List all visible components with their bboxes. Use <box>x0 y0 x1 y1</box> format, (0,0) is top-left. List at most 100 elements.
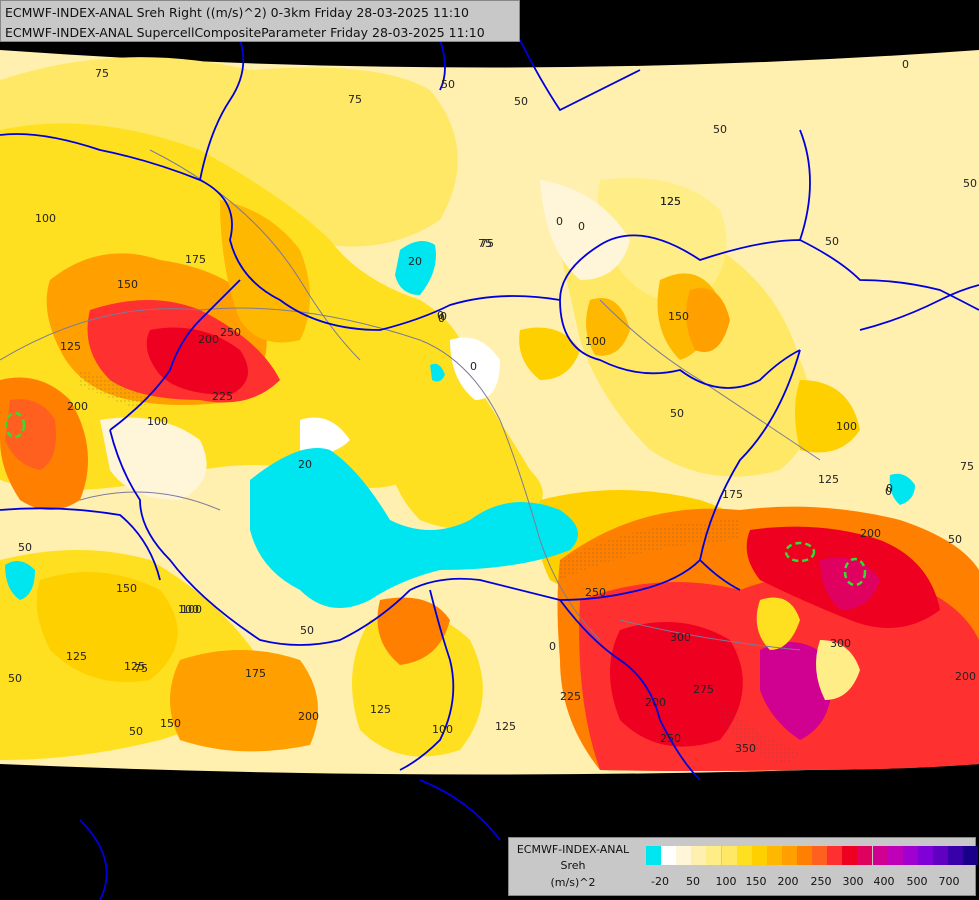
contour-label: 50 <box>948 533 962 546</box>
contour-label: 150 <box>116 582 137 595</box>
contour-label: 175 <box>722 488 743 501</box>
legend-swatch <box>736 846 752 865</box>
sreh-fields <box>0 57 979 771</box>
contour-label: 225 <box>212 390 233 403</box>
contour-label: 100 <box>432 723 453 736</box>
contour-label: 50 <box>129 725 143 738</box>
contour-label: 75 <box>348 93 362 106</box>
contour-label: 0 <box>549 640 556 653</box>
header-subtitle: ECMWF-INDEX-ANAL SupercellCompositeParam… <box>5 25 485 40</box>
contour-label: 250 <box>660 732 681 745</box>
legend-swatch <box>751 846 767 865</box>
legend-swatch <box>827 846 843 865</box>
legend-swatch <box>857 846 873 865</box>
contour-label: 150 <box>117 278 138 291</box>
contour-label: 75 <box>960 460 974 473</box>
contour-label: 125 <box>660 195 681 208</box>
legend-swatch <box>661 846 677 865</box>
contour-label: 100 <box>836 420 857 433</box>
contour-label: 75 <box>95 67 109 80</box>
contour-label: 20 <box>408 255 422 268</box>
contour-label: 75 <box>134 662 148 675</box>
legend-swatch <box>932 846 948 865</box>
contour-label: 50 <box>670 407 684 420</box>
contour-label: 50 <box>300 624 314 637</box>
contour-label: 125 <box>370 703 391 716</box>
contour-label: 0 <box>886 482 893 495</box>
contour-label: 150 <box>668 310 689 323</box>
contour-label: 125 <box>818 473 839 486</box>
legend-swatch <box>691 846 707 865</box>
contour-label: 50 <box>18 541 32 554</box>
contour-label: 175 <box>185 253 206 266</box>
contour-label: 125 <box>66 650 87 663</box>
contour-label: 200 <box>860 527 881 540</box>
contour-label: 100 <box>147 415 168 428</box>
legend-swatch <box>646 846 661 865</box>
contour-label: 0 <box>556 215 563 228</box>
contour-label: 50 <box>514 95 528 108</box>
legend-swatch <box>902 846 918 865</box>
legend-tick-label: 100 <box>715 875 737 888</box>
contour-label: 75 <box>478 237 492 250</box>
contour-label: 200 <box>298 710 319 723</box>
contour-label: 125 <box>495 720 516 733</box>
contour-label: 200 <box>645 696 666 709</box>
contour-label: 225 <box>560 690 581 703</box>
header-panel: ECMWF-INDEX-ANAL Sreh Right ((m/s)^2) 0-… <box>0 0 520 42</box>
legend-tick-label: 700 <box>938 875 960 888</box>
contour-label: 0 <box>440 310 447 323</box>
legend-swatch <box>781 846 797 865</box>
country-borders <box>0 39 979 900</box>
scp-contours <box>4 411 867 587</box>
contour-label: 75 <box>480 237 494 250</box>
contour-label: 150 <box>160 717 181 730</box>
legend-tick-label: 150 <box>745 875 767 888</box>
legend-tick-label: 300 <box>842 875 864 888</box>
contour-stipple <box>80 370 800 765</box>
contour-label: 50 <box>8 672 22 685</box>
legend-tick-label: 50 <box>686 875 700 888</box>
contour-label: 300 <box>830 637 851 650</box>
legend-swatch <box>797 846 812 865</box>
legend-title: ECMWF-INDEX-ANAL <box>516 843 630 856</box>
legend-swatch <box>721 846 737 865</box>
contour-label: 250 <box>585 586 606 599</box>
legend-tick-label: 200 <box>777 875 799 888</box>
contour-label: 250 <box>220 326 241 339</box>
header-title: ECMWF-INDEX-ANAL Sreh Right ((m/s)^2) 0-… <box>5 5 469 20</box>
legend-swatch <box>948 846 963 865</box>
legend-tick-label: 500 <box>906 875 928 888</box>
legend-swatch <box>812 846 828 865</box>
contour-label: 200 <box>955 670 976 683</box>
contour-label: 50 <box>441 78 455 91</box>
contour-label: 100 <box>35 212 56 225</box>
contour-label: 175 <box>245 667 266 680</box>
legend-swatch <box>872 846 888 865</box>
contour-label: 50 <box>825 235 839 248</box>
legend-swatch <box>887 846 903 865</box>
legend-swatch <box>917 846 933 865</box>
contour-label: 125 <box>660 195 681 208</box>
legend-swatch <box>676 846 692 865</box>
contour-label: 200 <box>198 333 219 346</box>
color-legend: ECMWF-INDEX-ANAL Sreh (m/s)^2 -20 50 100 15… <box>508 837 979 896</box>
legend-unit: (m/s)^2 <box>550 876 596 889</box>
contour-label: 0 <box>885 485 892 498</box>
contour-label: 0 <box>438 312 445 325</box>
legend-tick-label: -20 <box>651 875 669 888</box>
contour-label: 125 <box>60 340 81 353</box>
legend-swatch <box>963 846 979 865</box>
contour-label: 50 <box>713 123 727 136</box>
contour-label: 100 <box>181 603 202 616</box>
legend-swatch <box>706 846 722 865</box>
contour-label: 275 <box>693 683 714 696</box>
contour-label: 350 <box>735 742 756 755</box>
legend-tick-label: 400 <box>873 875 895 888</box>
contour-label: 50 <box>963 177 977 190</box>
contour-label: 20 <box>298 458 312 471</box>
legend-swatch <box>842 846 858 865</box>
contour-labels: 7575505050050751250100175150200250225125… <box>8 58 977 755</box>
contour-label: 0 <box>437 309 444 322</box>
